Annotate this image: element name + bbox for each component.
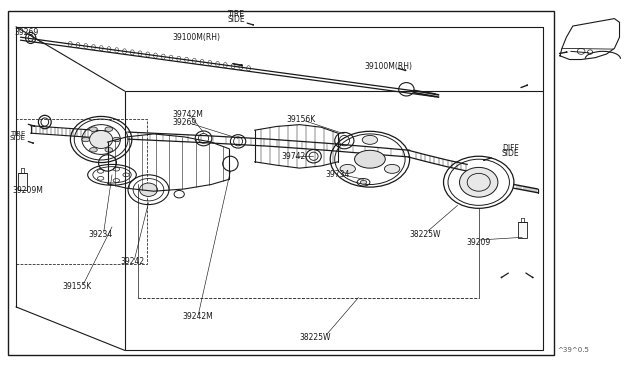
Text: 38225W: 38225W [300,333,331,342]
Circle shape [105,148,113,152]
Circle shape [105,127,113,131]
Text: 39100M(RH): 39100M(RH) [365,62,413,71]
Text: 38225W: 38225W [410,230,441,239]
Text: 39242: 39242 [120,257,145,266]
Circle shape [90,148,97,152]
Text: DIFF: DIFF [502,144,519,153]
Circle shape [82,137,90,142]
Text: ^39^0.5: ^39^0.5 [557,347,589,353]
Text: 39734: 39734 [325,170,349,179]
Ellipse shape [90,131,113,148]
Text: 39100M(RH): 39100M(RH) [173,33,221,42]
Text: TIRE: TIRE [10,131,25,137]
Text: 39269: 39269 [173,118,197,126]
Circle shape [90,127,97,131]
Text: 39209: 39209 [466,238,490,247]
Text: SIDE: SIDE [228,15,246,24]
Circle shape [113,137,120,142]
Bar [518,222,527,238]
Text: SIDE: SIDE [502,149,520,158]
Ellipse shape [460,167,498,197]
Text: 39155K: 39155K [63,282,92,291]
Text: 39209M: 39209M [13,186,44,195]
Circle shape [340,164,355,173]
Text: 39234: 39234 [88,230,113,239]
Text: 39242M: 39242M [182,312,213,321]
Bar [18,173,27,190]
Text: 39269: 39269 [14,28,38,37]
Text: TIRE: TIRE [228,10,245,19]
Text: SIDE: SIDE [10,135,26,141]
Text: 39742: 39742 [282,153,306,161]
Text: 39156K: 39156K [287,115,316,124]
Bar [8,11,554,355]
Ellipse shape [140,183,157,196]
Circle shape [355,150,385,168]
Circle shape [362,135,378,144]
Text: 39742M: 39742M [173,110,204,119]
Circle shape [360,180,367,184]
Circle shape [385,164,400,173]
